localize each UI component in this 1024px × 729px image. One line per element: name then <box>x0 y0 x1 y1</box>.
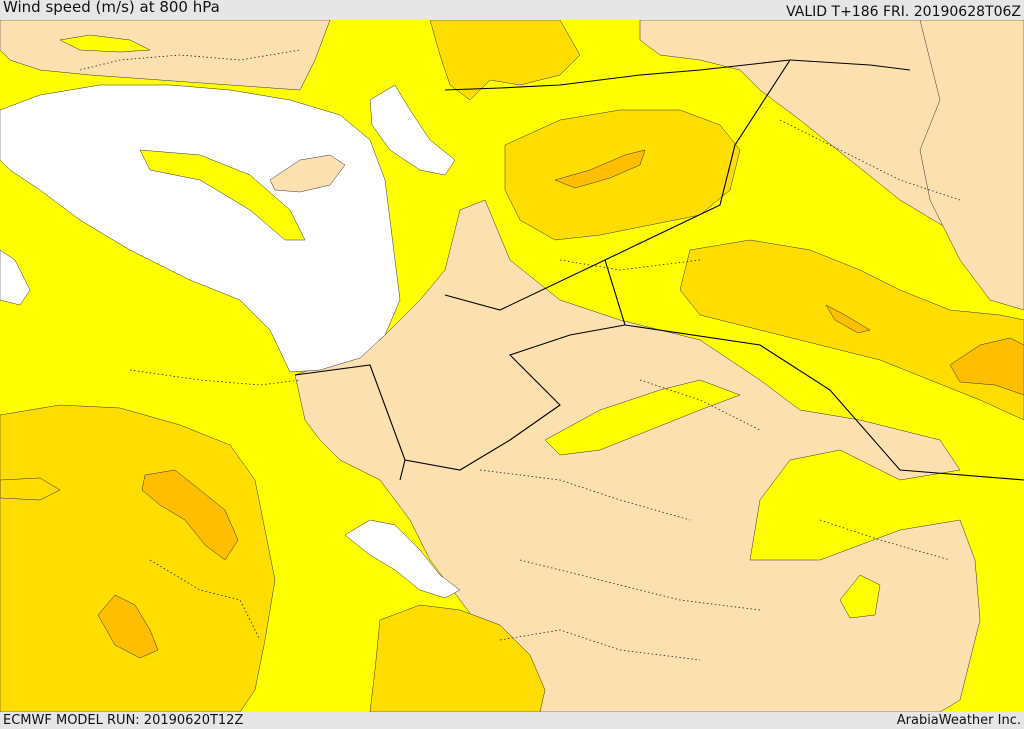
orange-region-egypt <box>141 469 239 561</box>
model-run: ECMWF MODEL RUN: 20190620T12Z <box>3 713 244 728</box>
orange-region-egypt-south <box>97 594 159 659</box>
wind-speed-map[interactable] <box>0 20 1024 712</box>
credit: ArabiaWeather Inc. <box>896 713 1021 728</box>
yellow-streak-north <box>59 34 151 53</box>
calm-region-northeast-med <box>369 84 456 176</box>
calm-region-red-sea <box>344 519 461 599</box>
yellow-streak-med <box>139 149 306 241</box>
tan-region-arabia <box>294 199 981 712</box>
footer-bar: ECMWF MODEL RUN: 20190620T12Z ArabiaWeat… <box>0 712 1024 729</box>
cyprus <box>269 154 346 193</box>
map-canvas <box>0 20 1024 712</box>
yellow-streak-south <box>839 574 881 619</box>
internal-boundaries <box>79 49 961 661</box>
orange-region-iraq <box>949 337 1024 396</box>
gold-region-northcentral <box>429 20 581 101</box>
gold-region-syria <box>504 109 741 241</box>
gold-region-egypt <box>0 404 276 712</box>
gold-region-iraq <box>679 239 1024 421</box>
calm-region-mediterranean <box>0 84 401 373</box>
tan-region-iran <box>919 20 1024 311</box>
country-borders <box>294 59 1024 481</box>
calm-region-gulf <box>0 249 31 306</box>
yellow-streak-arabia <box>544 379 741 456</box>
header-bar: Wind speed (m/s) at 800 hPa VALID T+186 … <box>0 0 1024 20</box>
orange-region-iraq-small <box>825 304 871 334</box>
gold-region-sudan <box>369 604 546 712</box>
orange-region-syria <box>554 149 646 189</box>
valid-time: VALID T+186 FRI. 20190628T06Z <box>786 4 1021 20</box>
map-title: Wind speed (m/s) at 800 hPa <box>3 0 220 16</box>
